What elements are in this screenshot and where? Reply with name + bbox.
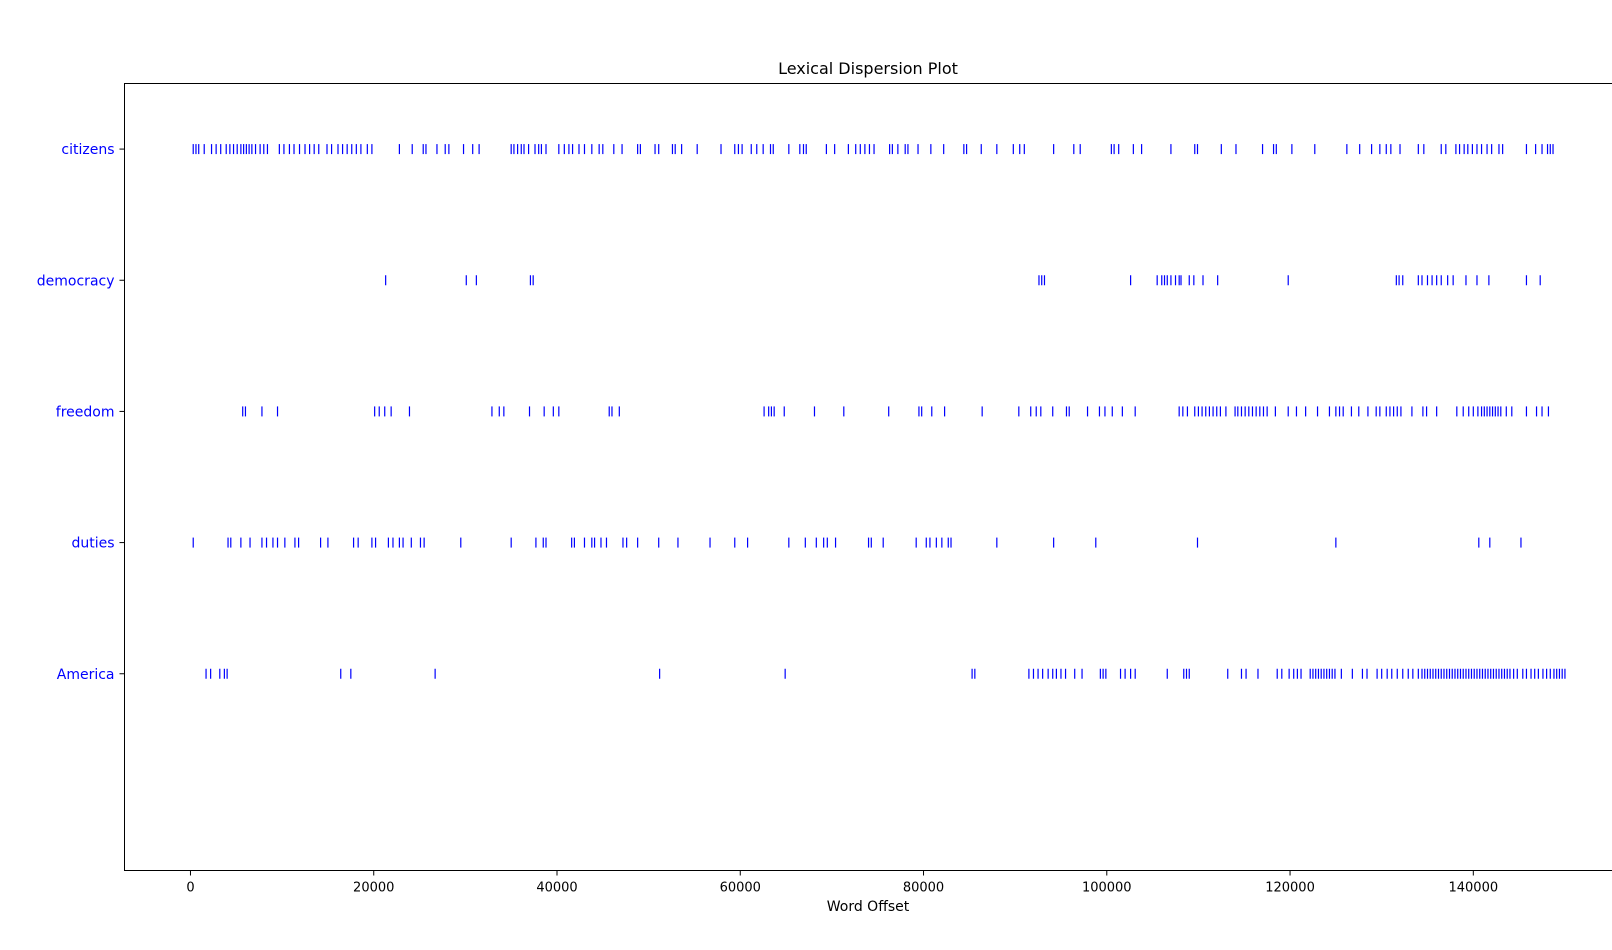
series-duties [192, 537, 1522, 548]
x-tick-label: 100000 [1082, 881, 1132, 896]
x-tick-label: 80000 [903, 881, 944, 896]
x-axis-label: Word Offset [827, 899, 910, 915]
series-freedom [242, 406, 1550, 417]
y-tick-label-america: America [57, 667, 115, 683]
series-democracy [385, 275, 1541, 286]
series-america [205, 668, 1566, 679]
y-tick-label-duties: duties [71, 536, 114, 552]
x-tick-label: 60000 [720, 881, 761, 896]
y-tick-label-democracy: democracy [37, 273, 115, 289]
dispersion-marks [192, 144, 1566, 679]
y-tick-label-citizens: citizens [61, 142, 114, 158]
x-tick-label: 20000 [353, 881, 394, 896]
x-tick-label: 140000 [1448, 881, 1498, 896]
x-tick-label: 40000 [536, 881, 577, 896]
chart-title: Lexical Dispersion Plot [778, 59, 958, 78]
series-citizens [192, 144, 1554, 155]
plot-area-frame [124, 83, 1612, 871]
x-axis: 0 20000 40000 60000 80000 100000 120000 140000 [186, 870, 1498, 896]
y-axis: citizens democracy freedom duties America [37, 142, 125, 683]
x-tick-label: 120000 [1265, 881, 1315, 896]
y-tick-label-freedom: freedom [56, 404, 115, 420]
x-tick-label: 0 [186, 881, 194, 896]
